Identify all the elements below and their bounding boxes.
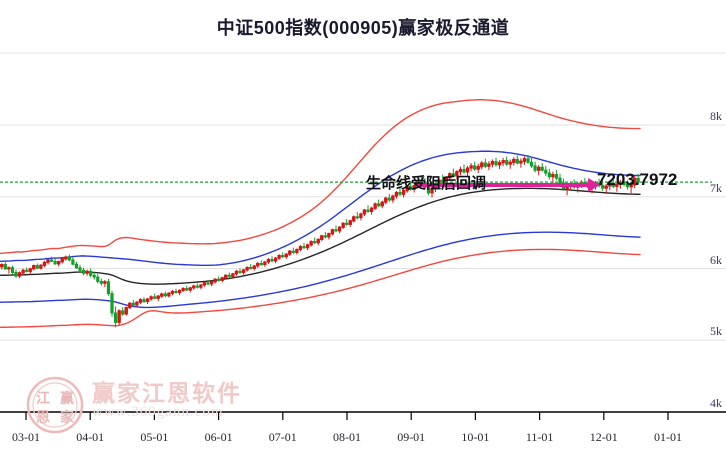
annotation-text: 生命线受阻后回调 [366,175,487,192]
x-axis-tick-label: 03-01 [12,430,40,444]
x-axis-tick-label: 05-01 [140,430,169,444]
candlestick-series [0,154,640,328]
channel-bands [0,99,641,329]
x-axis-tick-label: 11-01 [525,430,554,444]
page-title: 中证500指数(000905)赢家极反通道 [216,18,510,38]
annotation-arrow [418,178,600,192]
last-price-label: 7203.7972 [597,170,678,189]
y-axis-tick-label: 7k [710,180,722,195]
y-axis-tick-label: 4k [710,396,722,410]
y-axis-tick-label: 5k [710,324,722,339]
x-axis-tick-label: 09-01 [397,430,426,444]
y-axis-tick-label: 8k [710,109,722,123]
y-axis-tick-label: 6k [710,252,722,267]
axis-lines [0,411,726,420]
x-axis-tick-label: 10-01 [461,430,490,444]
x-axis-tick-label: 07-01 [268,430,297,444]
x-axis-tick-label: 08-01 [333,430,361,444]
x-axis-tick-label: 12-01 [589,430,618,444]
x-axis-tick-label: 06-01 [204,430,233,444]
x-axis-tick-label: 04-01 [76,430,105,444]
x-axis-tick-label: 01-01 [654,430,682,444]
